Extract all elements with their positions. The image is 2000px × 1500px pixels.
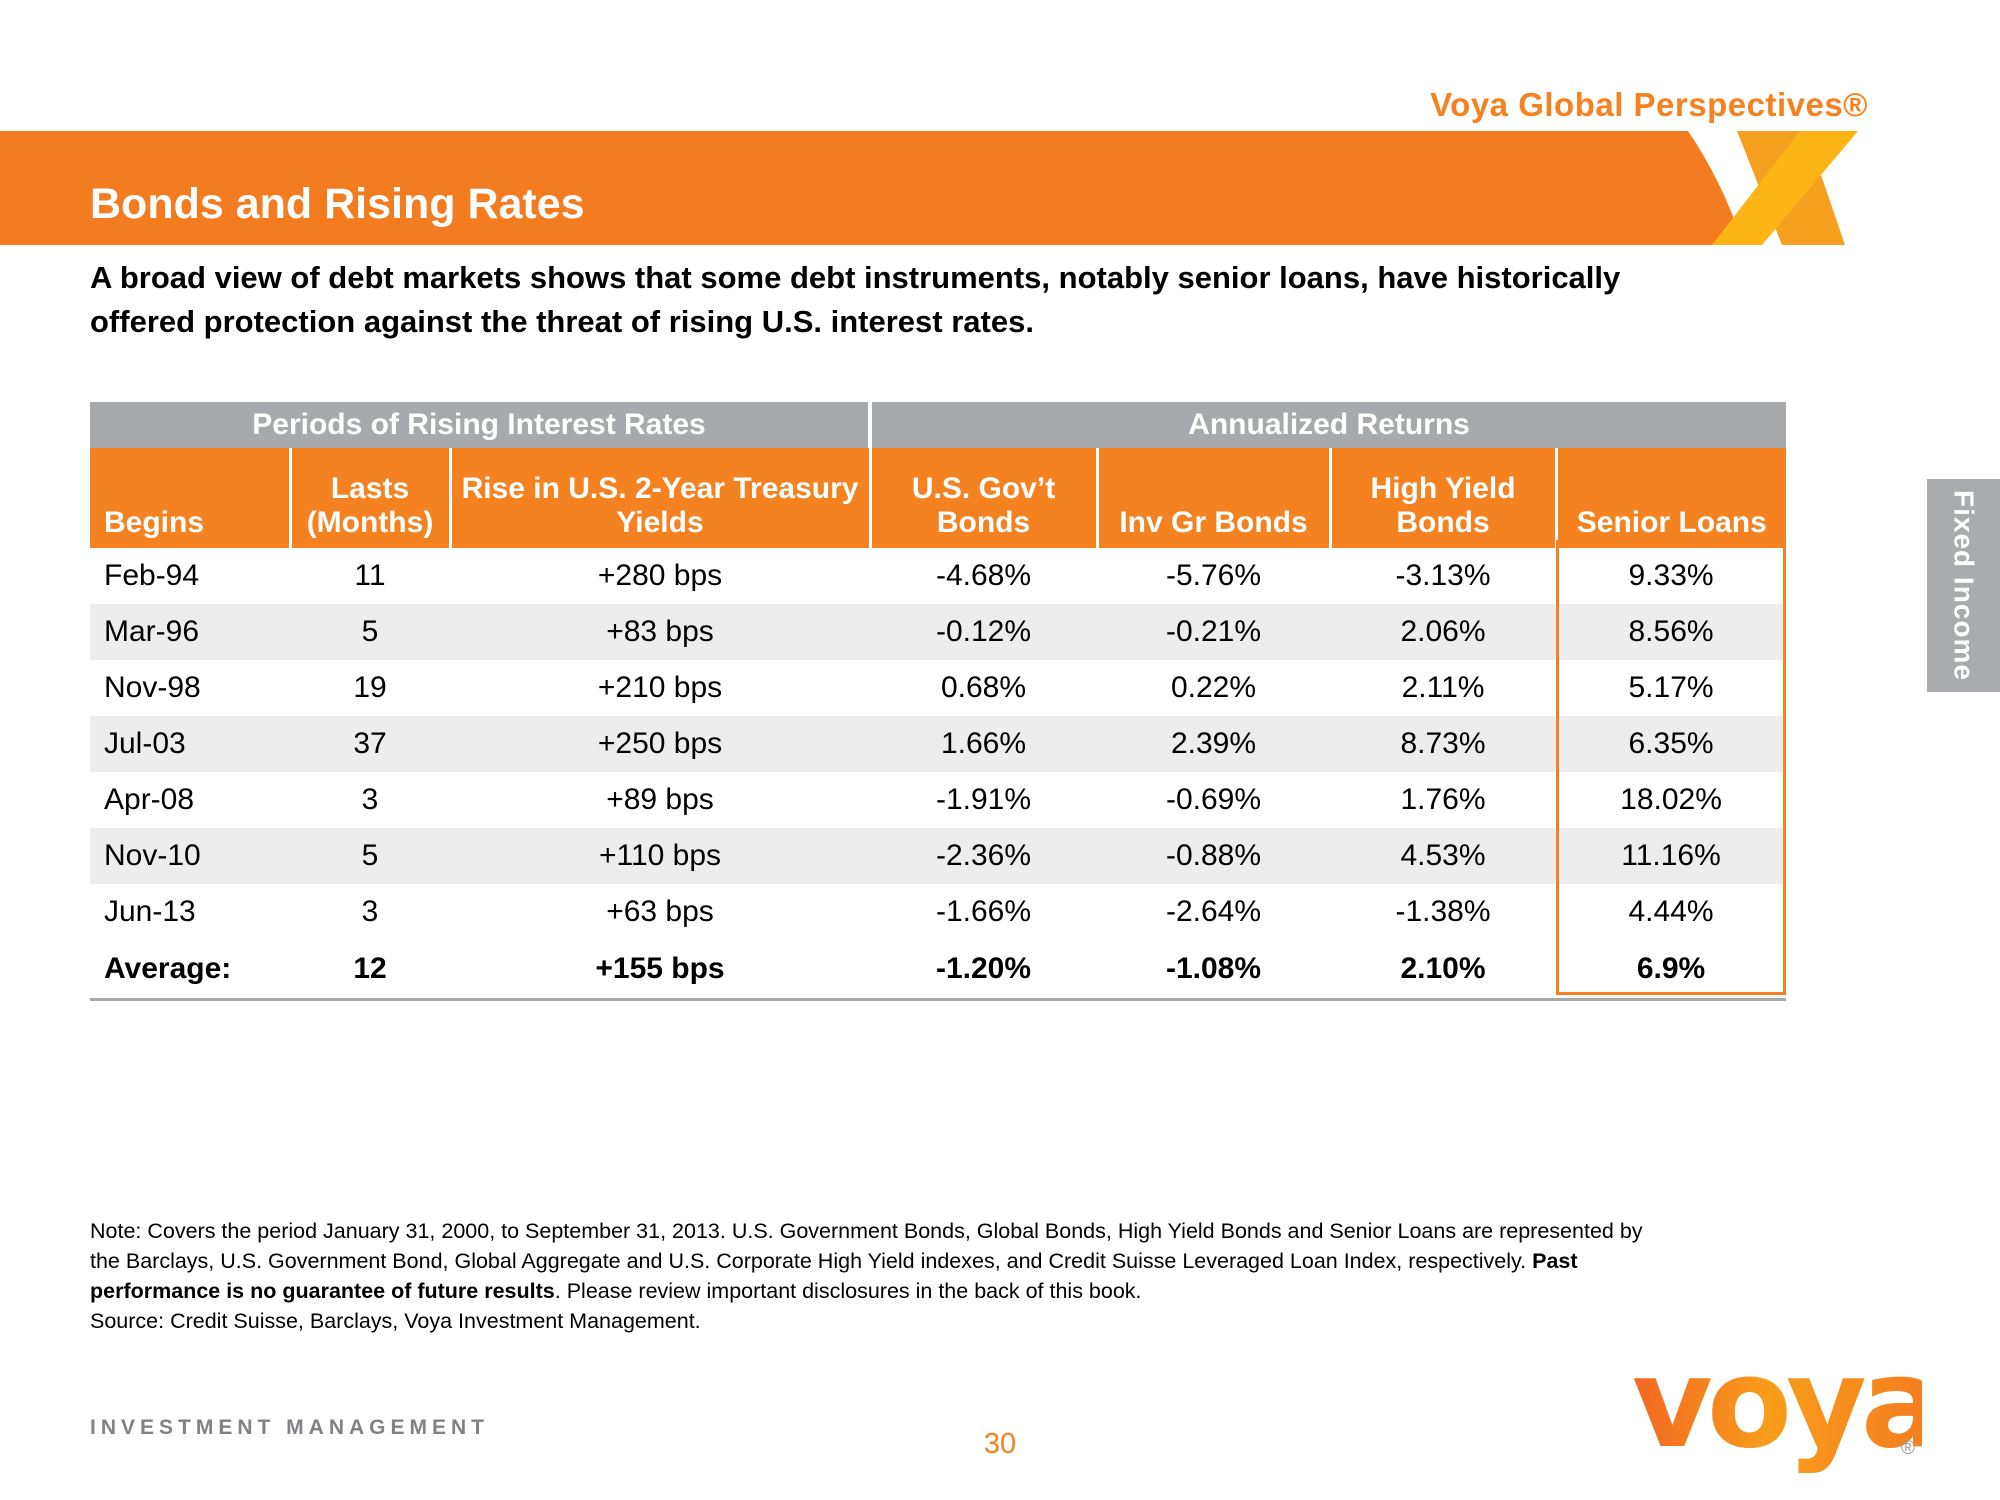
- table-cell: 2.06%: [1330, 604, 1557, 660]
- table-cell: +89 bps: [450, 772, 871, 828]
- table-cell: 3: [290, 772, 450, 828]
- col-header-begins: Begins: [90, 448, 290, 548]
- intro-line-2: offered protection against the threat of…: [90, 304, 1034, 339]
- table-cell: 11: [290, 548, 450, 604]
- table-row: Jul-03 37 +250 bps 1.66% 2.39% 8.73% 6.35%: [90, 716, 1787, 772]
- banner-ribbon-graphic: [0, 131, 1858, 245]
- svg-text:voya: voya: [1632, 1332, 1922, 1476]
- table-row: Mar-96 5 +83 bps -0.12% -0.21% 2.06% 8.56%: [90, 604, 1787, 660]
- table-row: Nov-10 5 +110 bps -2.36% -0.88% 4.53% 11.16%: [90, 828, 1787, 884]
- table-cell: 18.02%: [1556, 772, 1787, 828]
- table-cell: -0.12%: [870, 604, 1098, 660]
- col-header-rise: Rise in U.S. 2-Year Treasury Yields: [448, 448, 871, 548]
- page-title: Bonds and Rising Rates: [90, 180, 585, 228]
- table-cell: -0.88%: [1097, 828, 1331, 884]
- page-number: 30: [983, 1428, 1017, 1460]
- table-cell: +155 bps: [450, 940, 871, 1001]
- table-cell: 2.11%: [1330, 660, 1557, 716]
- table-row: Apr-08 3 +89 bps -1.91% -0.69% 1.76% 18.02%: [90, 772, 1787, 828]
- voya-logo-graphic: voya: [1632, 1332, 1945, 1476]
- table-cell: 11.16%: [1556, 828, 1787, 884]
- column-header-row: Begins Lasts (Months) Rise in U.S. 2-Yea…: [90, 448, 1787, 548]
- table-cell: -3.13%: [1330, 548, 1557, 604]
- col-header-highyield: High Yield Bonds: [1328, 448, 1557, 548]
- table-cell: 1.66%: [870, 716, 1098, 772]
- table-cell: 5: [290, 828, 450, 884]
- rates-table: Periods of Rising Interest Rates Annuali…: [90, 402, 1787, 1001]
- group-header-periods: Periods of Rising Interest Rates: [90, 402, 871, 448]
- table-cell: 2.39%: [1097, 716, 1331, 772]
- table-row: Nov-98 19 +210 bps 0.68% 0.22% 2.11% 5.17%: [90, 660, 1787, 716]
- footnote-line: performance is no guarantee of future re…: [90, 1279, 1142, 1303]
- table-cell: -1.66%: [870, 884, 1098, 940]
- table-cell: -4.68%: [870, 548, 1098, 604]
- intro-text: A broad view of debt markets shows that …: [90, 256, 1950, 344]
- registered-mark: ®: [1901, 1438, 1915, 1459]
- table-cell: 4.53%: [1330, 828, 1557, 884]
- table-cell: 0.68%: [870, 660, 1098, 716]
- col-header-usgov: U.S. Gov’t Bonds: [868, 448, 1098, 548]
- table-cell: 5: [290, 604, 450, 660]
- table-cell: -5.76%: [1097, 548, 1331, 604]
- table-cell: Feb-94: [90, 548, 290, 604]
- table-cell: Jul-03: [90, 716, 290, 772]
- table-cell: +280 bps: [450, 548, 871, 604]
- table-row: Feb-94 11 +280 bps -4.68% -5.76% -3.13% 9.33%: [90, 548, 1787, 604]
- table-cell: 8.56%: [1556, 604, 1787, 660]
- table-cell: +83 bps: [450, 604, 871, 660]
- table-cell: -0.21%: [1097, 604, 1331, 660]
- table-cell: Jun-13: [90, 884, 290, 940]
- table-cell: 12: [290, 940, 450, 1001]
- table-cell: 2.10%: [1330, 940, 1557, 1001]
- table-row: Jun-13 3 +63 bps -1.66% -2.64% -1.38% 4.44%: [90, 884, 1787, 940]
- table-cell: +63 bps: [450, 884, 871, 940]
- table-body: Feb-94 11 +280 bps -4.68% -5.76% -3.13% 9.33% M…: [90, 548, 1787, 1001]
- section-tab-fixed-income: Fixed Income: [1927, 479, 2000, 692]
- col-header-seniorloans: Senior Loans: [1554, 448, 1787, 548]
- table-cell: +250 bps: [450, 716, 871, 772]
- table-cell: 6.35%: [1556, 716, 1787, 772]
- table-cell: Mar-96: [90, 604, 290, 660]
- col-header-invgr: Inv Gr Bonds: [1095, 448, 1331, 548]
- table-cell: 8.73%: [1330, 716, 1557, 772]
- voya-logo: voya: [1632, 1328, 1945, 1493]
- table-cell: 19: [290, 660, 450, 716]
- table-cell: Average:: [90, 940, 290, 1001]
- table-cell: 9.33%: [1556, 548, 1787, 604]
- table-cell: 6.9%: [1556, 940, 1787, 1001]
- col-header-lasts: Lasts (Months): [288, 448, 450, 548]
- table-cell: +210 bps: [450, 660, 871, 716]
- table-row: Average: 12 +155 bps -1.20% -1.08% 2.10% 6.9%: [90, 940, 1787, 1001]
- footnote: Note: Covers the period January 31, 2000…: [90, 1216, 1930, 1336]
- footnote-source: Source: Credit Suisse, Barclays, Voya In…: [90, 1309, 701, 1333]
- table-cell: 37: [290, 716, 450, 772]
- rates-table-wrap: Periods of Rising Interest Rates Annuali…: [90, 402, 1787, 1001]
- table-cell: -1.20%: [870, 940, 1098, 1001]
- table-cell: 1.76%: [1330, 772, 1557, 828]
- table-cell: 3: [290, 884, 450, 940]
- title-banner: Bonds and Rising Rates: [0, 131, 1860, 245]
- table-cell: Nov-98: [90, 660, 290, 716]
- table-cell: Nov-10: [90, 828, 290, 884]
- group-header-returns: Annualized Returns: [868, 402, 1787, 448]
- table-cell: -1.08%: [1097, 940, 1331, 1001]
- table-cell: Apr-08: [90, 772, 290, 828]
- table-cell: 0.22%: [1097, 660, 1331, 716]
- brand-line: Voya Global Perspectives®: [1430, 86, 1868, 123]
- group-header-row: Periods of Rising Interest Rates Annuali…: [90, 402, 1787, 448]
- table-cell: 4.44%: [1556, 884, 1787, 940]
- table-cell: -1.91%: [870, 772, 1098, 828]
- division-label: INVESTMENT MANAGEMENT: [90, 1416, 489, 1439]
- footnote-line: the Barclays, U.S. Government Bond, Glob…: [90, 1249, 1578, 1273]
- table-cell: 5.17%: [1556, 660, 1787, 716]
- table-cell: -0.69%: [1097, 772, 1331, 828]
- intro-line-1: A broad view of debt markets shows that …: [90, 260, 1621, 295]
- section-tab-label: Fixed Income: [1948, 490, 1980, 681]
- footnote-line: Note: Covers the period January 31, 2000…: [90, 1219, 1643, 1243]
- table-cell: -2.64%: [1097, 884, 1331, 940]
- table-cell: -2.36%: [870, 828, 1098, 884]
- table-cell: +110 bps: [450, 828, 871, 884]
- table-cell: -1.38%: [1330, 884, 1557, 940]
